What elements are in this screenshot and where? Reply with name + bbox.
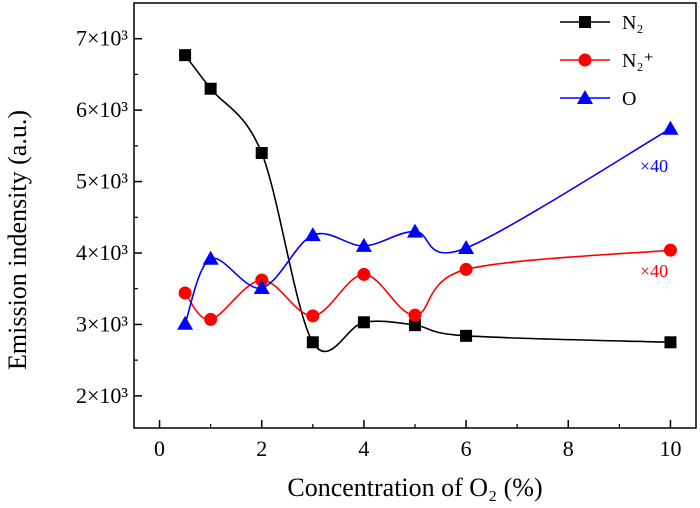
legend-label-n2: N₂ <box>622 12 643 34</box>
legend-marker-n2-plus <box>578 53 592 67</box>
legend: N₂ N₂⁺ O <box>560 12 654 110</box>
data-point-n2-plus <box>178 286 192 300</box>
annotations: ×40 ×40 <box>640 156 668 281</box>
y-tick-label: 6×10³ <box>76 97 128 122</box>
data-point-o <box>304 227 321 242</box>
data-markers <box>177 49 679 349</box>
data-point-n2-plus <box>663 243 677 257</box>
data-point-o <box>407 223 423 238</box>
x-tick-label: 8 <box>563 436 574 461</box>
annotation-n2-plus: ×40 <box>640 261 668 281</box>
y-tick-label: 5×10³ <box>76 169 128 194</box>
data-point-n2 <box>460 329 473 342</box>
data-point-o <box>355 237 372 252</box>
data-point-n2 <box>179 49 192 62</box>
data-point-n2-plus <box>204 312 218 326</box>
x-tick-label: 4 <box>358 436 369 461</box>
data-point-o <box>202 250 219 265</box>
data-point-n2 <box>664 336 677 349</box>
x-tick-label: 0 <box>154 436 165 461</box>
data-point-n2-plus <box>408 308 422 322</box>
data-point-n2 <box>409 319 421 332</box>
y-tick-label: 3×10³ <box>76 311 128 336</box>
annotation-o: ×40 <box>640 156 668 176</box>
data-point-n2 <box>306 336 319 349</box>
fitted-curves <box>184 54 671 353</box>
y-tick-label: 7×10³ <box>76 26 128 51</box>
x-tick-label: 6 <box>461 436 472 461</box>
legend-label-n2-plus: N₂⁺ <box>622 50 654 72</box>
curve-n2 <box>184 54 671 353</box>
data-point-o <box>177 315 194 330</box>
data-point-n2 <box>255 147 268 159</box>
data-point-o <box>253 280 270 294</box>
x-axis-label: Concentration of O₂ (%) <box>287 473 542 502</box>
data-point-o <box>662 120 679 135</box>
data-point-n2 <box>357 316 370 329</box>
y-tick-label: 2×10³ <box>76 383 128 408</box>
plot-frame <box>133 2 697 429</box>
data-point-n2 <box>204 82 217 95</box>
legend-marker-n2 <box>579 16 591 28</box>
curve-o <box>184 128 671 325</box>
x-axis: 0 2 4 6 8 10 <box>154 420 681 461</box>
y-axis-label: Emission indensity (a.u.) <box>3 110 32 370</box>
data-point-n2-plus <box>459 262 473 276</box>
plot-border <box>133 2 697 429</box>
x-tick-label: 2 <box>256 436 267 461</box>
legend-label-o: O <box>622 88 636 110</box>
legend-marker-o <box>577 90 593 104</box>
data-point-n2-plus <box>306 309 320 323</box>
data-point-n2-plus <box>357 267 371 281</box>
y-axis: 2×10³ 3×10³ 4×10³ 5×10³ 6×10³ 7×10³ <box>76 26 142 408</box>
data-point-o <box>458 240 475 254</box>
x-tick-label: 10 <box>659 436 681 461</box>
y-tick-label: 4×10³ <box>76 240 128 265</box>
